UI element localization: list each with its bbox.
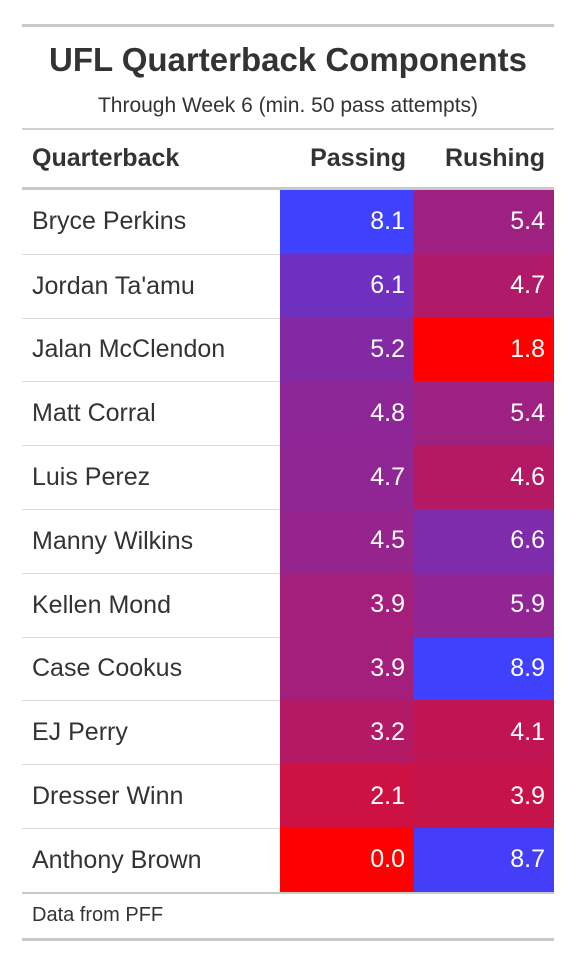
quarterback-name: Anthony Brown bbox=[22, 827, 280, 892]
table-row: Bryce Perkins 8.1 5.4 bbox=[22, 190, 554, 254]
table-body: Bryce Perkins 8.1 5.4 Jordan Ta'amu 6.1 4.7 Ja… bbox=[22, 190, 554, 892]
passing-value: 4.8 bbox=[280, 381, 414, 446]
passing-value: 2.1 bbox=[280, 764, 414, 828]
rushing-value: 4.7 bbox=[414, 253, 554, 318]
quarterback-name: Dresser Winn bbox=[22, 764, 280, 828]
passing-value: 3.2 bbox=[280, 700, 414, 765]
rushing-value: 5.9 bbox=[414, 572, 554, 637]
table-title: UFL Quarterback Components bbox=[49, 41, 527, 78]
table-row: Matt Corral 4.8 5.4 bbox=[22, 381, 554, 446]
rushing-value: 1.8 bbox=[414, 317, 554, 382]
table-row: Luis Perez 4.7 4.6 bbox=[22, 445, 554, 509]
passing-value: 4.5 bbox=[280, 508, 414, 573]
top-rule bbox=[22, 24, 554, 27]
table-row: Case Cookus 3.9 8.9 bbox=[22, 636, 554, 701]
quarterback-name: EJ Perry bbox=[22, 700, 280, 764]
table-subtitle: Through Week 6 (min. 50 pass attempts) bbox=[97, 94, 479, 117]
rushing-value: 5.4 bbox=[414, 190, 554, 254]
quarterback-name: Matt Corral bbox=[22, 381, 280, 445]
column-header-passing: Passing bbox=[310, 144, 406, 172]
table-row: Jordan Ta'amu 6.1 4.7 bbox=[22, 253, 554, 318]
passing-value: 3.9 bbox=[280, 636, 414, 701]
passing-value: 0.0 bbox=[280, 827, 414, 892]
quarterback-name: Manny Wilkins bbox=[22, 508, 280, 573]
body-top-rule bbox=[22, 187, 554, 190]
quarterback-name: Jalan McClendon bbox=[22, 317, 280, 382]
rushing-value: 8.7 bbox=[414, 827, 554, 892]
quarterback-name: Luis Perez bbox=[22, 445, 280, 509]
table-row: Kellen Mond 3.9 5.9 bbox=[22, 572, 554, 637]
table-row: EJ Perry 3.2 4.1 bbox=[22, 700, 554, 765]
qb-components-table: UFL Quarterback Components Through Week … bbox=[22, 24, 554, 941]
passing-value: 3.9 bbox=[280, 572, 414, 637]
quarterback-name: Jordan Ta'amu bbox=[22, 253, 280, 318]
passing-value: 5.2 bbox=[280, 317, 414, 382]
rushing-value: 6.6 bbox=[414, 508, 554, 573]
passing-value: 4.7 bbox=[280, 445, 414, 509]
rushing-value: 3.9 bbox=[414, 764, 554, 828]
table-row: Dresser Winn 2.1 3.9 bbox=[22, 764, 554, 828]
quarterback-name: Bryce Perkins bbox=[32, 207, 187, 236]
column-header-row: Quarterback Passing Rushing bbox=[22, 130, 554, 187]
column-header-quarterback: Quarterback bbox=[32, 144, 180, 172]
rushing-value: 4.6 bbox=[414, 445, 554, 509]
table-row: Anthony Brown 0.0 8.7 bbox=[22, 827, 554, 892]
bottom-rule bbox=[22, 937, 554, 941]
column-header-rushing: Rushing bbox=[445, 144, 545, 172]
table-row: Manny Wilkins 4.5 6.6 bbox=[22, 508, 554, 573]
rushing-value: 4.1 bbox=[414, 700, 554, 765]
rushing-value: 5.4 bbox=[414, 381, 554, 446]
passing-value: 6.1 bbox=[280, 253, 414, 318]
quarterback-name: Kellen Mond bbox=[22, 572, 280, 637]
table-row: Jalan McClendon 5.2 1.8 bbox=[22, 317, 554, 382]
header-rule bbox=[22, 128, 554, 130]
quarterback-name: Case Cookus bbox=[22, 636, 280, 701]
footer-rule bbox=[22, 891, 554, 894]
source-note: Data from PFF bbox=[32, 904, 164, 927]
rushing-value: 8.9 bbox=[414, 636, 554, 701]
passing-value: 8.1 bbox=[280, 190, 414, 254]
